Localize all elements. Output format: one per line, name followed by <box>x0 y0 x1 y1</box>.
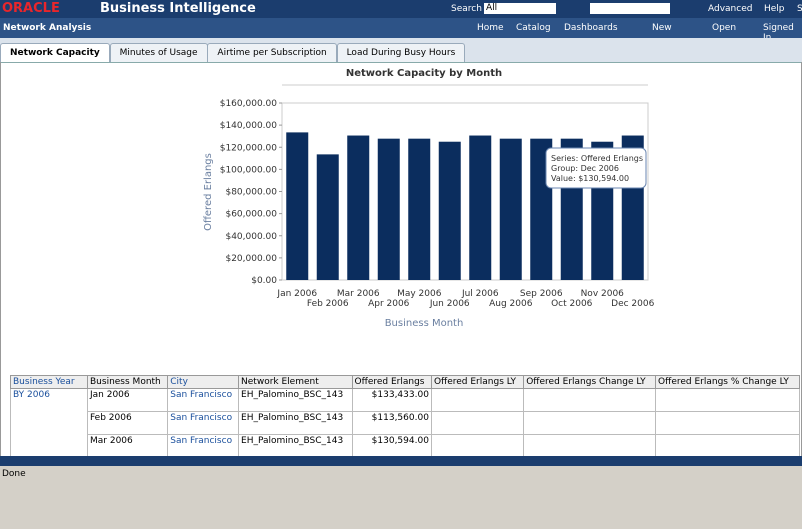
x-tick-label: Dec 2006 <box>611 299 654 309</box>
cell: $130,594.00 <box>351 434 432 458</box>
empty-cell <box>430 388 525 412</box>
cell: Feb 2006 <box>86 411 169 435</box>
bar <box>438 141 461 280</box>
column-header: Offered Erlangs Change LY <box>523 375 657 389</box>
frame-bar <box>0 456 802 466</box>
link[interactable]: Open <box>712 23 737 33</box>
tooltip-line: Group: Dec 2006 <box>551 164 619 173</box>
y-tick-label: $60,000.00 <box>225 210 277 220</box>
empty-cell <box>523 411 657 435</box>
link[interactable]: Help <box>764 4 785 14</box>
empty-cell <box>655 434 800 458</box>
bar <box>286 132 309 280</box>
x-tick-label: Sep 2006 <box>520 289 563 299</box>
column-header: Offered Erlangs LY <box>430 375 525 389</box>
tab[interactable]: Airtime per Subscription <box>207 43 337 62</box>
y-tick-label: $120,000.00 <box>220 143 278 153</box>
tooltip-line: Series: Offered Erlangs <box>551 154 643 163</box>
y-tick-label: $40,000.00 <box>225 232 277 242</box>
y-tick-label: $160,000.00 <box>220 99 278 109</box>
link[interactable]: S <box>797 4 802 14</box>
tab[interactable]: Network Capacity <box>0 43 110 62</box>
y-axis-title: Offered Erlangs <box>203 153 214 231</box>
product: Business Intelligence <box>100 1 256 16</box>
cell: EH_Palomino_BSC_143 <box>238 434 353 458</box>
y-tick-label: $80,000.00 <box>225 188 277 198</box>
x-axis-title: Business Month <box>385 318 464 329</box>
bar <box>408 138 431 280</box>
link[interactable]: Catalog <box>516 23 551 33</box>
tooltip-box <box>545 147 647 189</box>
tab[interactable]: Minutes of Usage <box>109 43 208 62</box>
x-tick-label: Mar 2006 <box>337 289 380 299</box>
x-tick-label: Jun 2006 <box>429 299 470 309</box>
x-tick-label: Oct 2006 <box>551 299 593 309</box>
bar <box>316 154 339 280</box>
column-header: Business Month <box>86 375 169 389</box>
bar <box>377 138 400 280</box>
cell: Jan 2006 <box>86 388 169 412</box>
chart-title: Network Capacity by Month <box>346 68 502 79</box>
tab-strip: Network Capacity Minutes of Usage Airtim… <box>0 38 802 63</box>
x-tick-label: Apr 2006 <box>368 299 410 309</box>
status-bar: Done <box>0 466 802 529</box>
cell: San Francisco <box>167 388 240 412</box>
cell: San Francisco <box>167 411 240 435</box>
logo: ORACLE <box>2 1 60 16</box>
x-tick-label: Jul 2006 <box>461 289 499 299</box>
cell: EH_Palomino_BSC_143 <box>238 388 353 412</box>
table-row: Mar 2006 San Francisco EH_Palomino_BSC_143… <box>11 434 800 458</box>
search-box[interactable] <box>590 3 670 14</box>
y-tick-label: $0.00 <box>251 276 277 286</box>
cell: Mar 2006 <box>86 434 169 458</box>
table-row: BY 2006 Jan 2006 San Francisco EH_Palomino_… <box>10 388 800 481</box>
dashboard-name: Network Analysis <box>3 23 92 33</box>
column-header: Network Element <box>238 375 353 389</box>
y-tick-label: $140,000.00 <box>220 121 278 131</box>
chart: Network Capacity by Month Business Month… <box>203 68 655 329</box>
x-tick-label: May 2006 <box>397 289 442 299</box>
top-bar: ORACLE Business Intelligence Search All … <box>0 0 802 18</box>
tab[interactable]: Load During Busy Hours <box>336 43 466 62</box>
link[interactable]: New <box>652 23 672 33</box>
nav-bar: Network Analysis Home Catalog Dashboards… <box>0 18 802 43</box>
header-row: Business Year Business Month City Network E… <box>10 375 800 389</box>
bar <box>347 135 370 280</box>
link[interactable]: Dashboards <box>564 23 618 33</box>
search-scope[interactable]: All <box>484 3 556 14</box>
x-tick-label: Aug 2006 <box>489 299 533 309</box>
column-header: Offered Erlangs <box>351 375 432 389</box>
cell: EH_Palomino_BSC_143 <box>238 411 353 435</box>
x-tick-label: Feb 2006 <box>307 299 349 309</box>
status-text: Done <box>2 469 26 479</box>
link[interactable]: Home <box>477 23 504 33</box>
column-header: City <box>167 375 240 389</box>
empty-cell <box>655 388 800 412</box>
table-row: Feb 2006 San Francisco EH_Palomino_BSC_143… <box>11 411 800 435</box>
plot-area <box>281 102 649 281</box>
bar <box>469 135 492 280</box>
x-tick-label: Nov 2006 <box>581 289 625 299</box>
search-label: Search <box>451 4 482 14</box>
empty-cell <box>523 388 657 412</box>
cell: San Francisco <box>167 434 240 458</box>
tooltip-line: Value: $130,594.00 <box>551 174 629 183</box>
empty-cell <box>523 434 657 458</box>
cell: $133,433.00 <box>351 388 432 412</box>
y-tick-label: $20,000.00 <box>225 254 277 264</box>
column-header: Offered Erlangs % Change LY <box>655 375 800 389</box>
y-tick-label: $100,000.00 <box>220 165 278 175</box>
cell: $113,560.00 <box>351 411 432 435</box>
column-header: Business Year <box>10 375 88 389</box>
empty-cell <box>430 411 525 435</box>
bar <box>499 138 522 280</box>
empty-cell <box>655 411 800 435</box>
link[interactable]: Advanced <box>708 4 753 14</box>
empty-cell <box>430 434 525 458</box>
x-tick-label: Jan 2006 <box>276 289 317 299</box>
